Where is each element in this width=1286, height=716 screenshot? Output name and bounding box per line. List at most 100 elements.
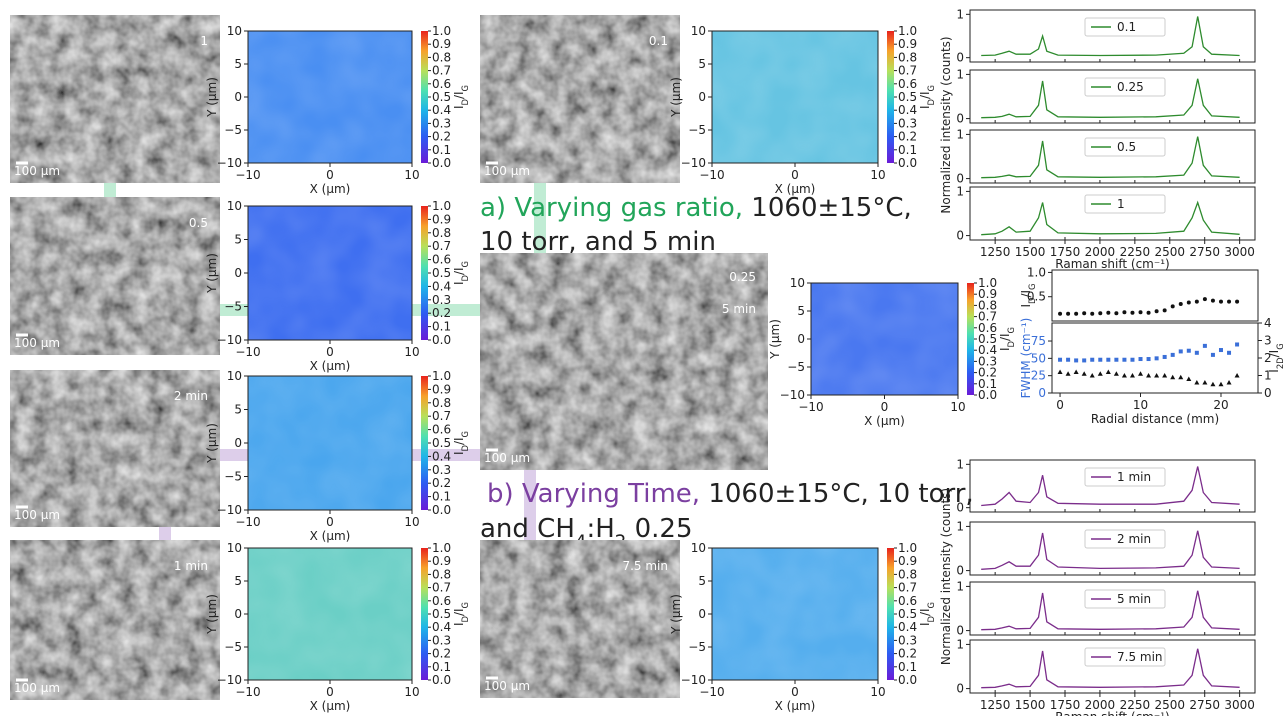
sem-label: 1 bbox=[200, 34, 208, 48]
label-part: G bbox=[926, 602, 936, 609]
legend-box bbox=[1084, 589, 1166, 609]
colorbar-tick-label: 0.2 bbox=[432, 476, 451, 490]
x-tick-label: 10 bbox=[404, 685, 419, 699]
point bbox=[1170, 304, 1175, 309]
colorbar-tick-label: 0.1 bbox=[432, 490, 451, 504]
x-tick-label: 1250 bbox=[980, 245, 1011, 259]
scale-label: 100 µm bbox=[484, 164, 530, 178]
y-tick-label: 25 bbox=[1031, 369, 1046, 383]
point bbox=[1210, 352, 1215, 357]
point bbox=[1098, 311, 1103, 316]
colorbar-tick-label: 0.9 bbox=[432, 37, 451, 51]
colorbar bbox=[967, 283, 974, 395]
colorbar-tick-label: 0.3 bbox=[432, 293, 451, 307]
legend-label: 1 min bbox=[1117, 470, 1151, 484]
colorbar-tick-label: 0.7 bbox=[432, 581, 451, 595]
point bbox=[1081, 371, 1087, 376]
colorbar-tick-label: 0.1 bbox=[898, 660, 917, 674]
scale-label: 100 µm bbox=[14, 508, 60, 522]
label-part: D bbox=[460, 616, 470, 622]
point bbox=[1154, 356, 1159, 361]
colorbar-tick-label: 0.9 bbox=[898, 37, 917, 51]
colorbar-tick-label: 0.3 bbox=[432, 633, 451, 647]
label-part: I bbox=[918, 623, 932, 627]
x-tick-label: 0 bbox=[881, 400, 889, 414]
point bbox=[1194, 350, 1199, 355]
x-tick-label: 0 bbox=[326, 168, 334, 182]
colorbar-label: ID/IG bbox=[452, 602, 470, 626]
panel-frame bbox=[969, 129, 1256, 184]
label-part: and CH bbox=[480, 514, 575, 544]
point bbox=[1122, 310, 1127, 315]
colorbar-tick-label: 0.3 bbox=[432, 463, 451, 477]
y-tick-label: 5 bbox=[234, 57, 242, 71]
point bbox=[1098, 357, 1103, 362]
colorbar-label: ID/IG bbox=[998, 327, 1016, 351]
y-tick-label: 0 bbox=[234, 266, 242, 280]
x-tick-label: 1500 bbox=[1015, 245, 1046, 259]
label-part: I bbox=[1267, 369, 1281, 373]
annotation-lead: b) Varying Time, bbox=[487, 479, 700, 509]
colorbar-tick-label: 1.0 bbox=[898, 541, 917, 555]
colorbar-tick-label: 0.2 bbox=[432, 306, 451, 320]
label-part: I bbox=[998, 348, 1012, 352]
label-part: /I bbox=[918, 608, 932, 616]
colorbar-tick-label: 0.8 bbox=[898, 567, 917, 581]
point bbox=[1178, 374, 1184, 380]
colorbar-tick-label: 0.5 bbox=[432, 607, 451, 621]
label-part: D bbox=[926, 99, 936, 105]
label-part: G bbox=[1027, 283, 1037, 290]
x-tick-label: 3000 bbox=[1224, 245, 1255, 259]
annotation-a: a) Varying gas ratio, 1060±15°C, bbox=[480, 193, 912, 223]
x-axis-label: X (μm) bbox=[310, 182, 351, 196]
legend-box bbox=[1084, 647, 1166, 667]
legend-box bbox=[1084, 194, 1166, 214]
x-axis-label: X (μm) bbox=[775, 699, 816, 713]
y-tick-label: −10 bbox=[780, 388, 805, 402]
y-tick-label: −5 bbox=[688, 640, 706, 654]
legend-box bbox=[1084, 77, 1166, 97]
x-axis-label: X (μm) bbox=[775, 182, 816, 196]
point bbox=[1082, 311, 1087, 316]
point bbox=[1210, 298, 1215, 303]
label-part: /I bbox=[452, 91, 466, 99]
legend-box bbox=[1084, 529, 1166, 549]
y-tick-label: 5 bbox=[698, 57, 706, 71]
y2-tick-label: 4 bbox=[1264, 316, 1272, 330]
x-tick-label: 2750 bbox=[1189, 698, 1220, 712]
y-tick-label: 0 bbox=[956, 112, 964, 126]
colorbar-tick-label: 0.2 bbox=[898, 647, 917, 661]
y2-tick-label: 0 bbox=[1264, 386, 1272, 400]
x-axis-label: Raman shift (cm⁻¹) bbox=[1055, 710, 1169, 716]
legend-label: 1 bbox=[1117, 197, 1125, 211]
point bbox=[1090, 357, 1095, 362]
point bbox=[1105, 369, 1111, 374]
colorbar-tick-label: 0.6 bbox=[898, 77, 917, 91]
point bbox=[1057, 369, 1063, 374]
colorbar-tick-label: 0.8 bbox=[898, 50, 917, 64]
colorbar-tick-label: 1.0 bbox=[978, 276, 997, 290]
label-part: I bbox=[452, 452, 466, 456]
colorbar-tick-label: 0.8 bbox=[432, 226, 451, 240]
y-tick-label: −10 bbox=[217, 503, 242, 517]
label-part: I bbox=[918, 106, 932, 110]
y-axis-label: FWHM (cm⁻¹) bbox=[1019, 318, 1033, 399]
point bbox=[1138, 310, 1143, 315]
sem-image bbox=[10, 197, 220, 355]
colorbar-tick-label: 0.4 bbox=[898, 103, 917, 117]
colorbar-tick-label: 0.0 bbox=[432, 503, 451, 517]
sem-label: 7.5 min bbox=[622, 559, 668, 573]
label-part: G bbox=[460, 261, 470, 268]
x-tick-label: 2000 bbox=[1085, 698, 1116, 712]
y-tick-label: −5 bbox=[787, 360, 805, 374]
sem-image bbox=[480, 540, 680, 698]
colorbar-tick-label: 0.5 bbox=[432, 436, 451, 450]
point bbox=[1074, 311, 1079, 316]
label-part: /I bbox=[918, 91, 932, 99]
panel-frame bbox=[969, 69, 1256, 124]
point bbox=[1162, 373, 1168, 378]
